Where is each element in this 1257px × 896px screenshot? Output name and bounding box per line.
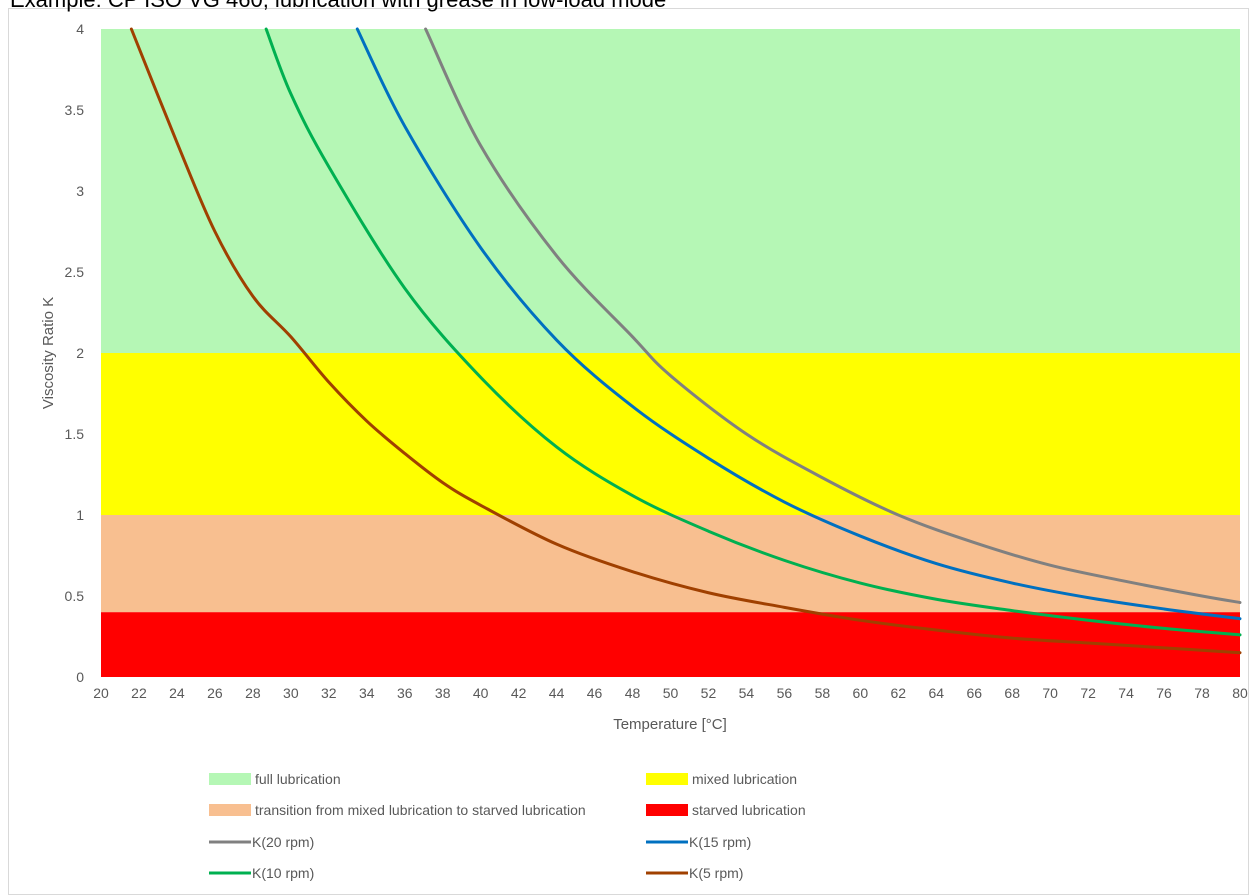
legend-swatch-mixed-lubrication [646, 773, 688, 785]
x-tick-label: 68 [1004, 685, 1020, 701]
band-transition-from-mixed-lubrication-to-starved-lubrication [101, 515, 1240, 613]
band-full-lubrication [101, 29, 1240, 353]
chart-frame [8, 8, 1249, 895]
x-tick-label: 50 [663, 685, 679, 701]
x-tick-label: 30 [283, 685, 299, 701]
y-tick-label: 1.5 [65, 426, 85, 442]
x-tick-label: 52 [701, 685, 717, 701]
x-tick-label: 60 [853, 685, 869, 701]
y-axis-title: Viscosity Ratio K [40, 297, 57, 409]
x-tick-label: 62 [891, 685, 907, 701]
x-tick-label: 46 [587, 685, 603, 701]
x-tick-label: 42 [511, 685, 527, 701]
x-tick-label: 56 [777, 685, 793, 701]
legend-label-k-5-rpm: K(5 rpm) [689, 865, 743, 881]
x-tick-label: 44 [549, 685, 565, 701]
series-line-k-15-rpm [355, 27, 1242, 621]
x-tick-label: 76 [1156, 685, 1172, 701]
series-lines [129, 27, 1242, 655]
x-tick-label: 40 [473, 685, 489, 701]
lubrication-bands [101, 29, 1240, 677]
y-tick-label: 2.5 [65, 264, 85, 280]
legend-label-full-lubrication: full lubrication [255, 771, 341, 787]
legend-label-transition-from-mixed-lubrication-to-starved-lubrication: transition from mixed lubrication to sta… [255, 802, 586, 818]
y-tick-label: 3.5 [65, 102, 85, 118]
x-tick-label: 80 [1232, 685, 1248, 701]
legend-swatch-full-lubrication [209, 773, 251, 785]
x-tick-label: 48 [625, 685, 641, 701]
x-axis-ticks: 20 22 24 26 28 30 32 34 36 38 40 42 44 46 48 50 52 54 56 58… [93, 685, 1248, 701]
legend-label-mixed-lubrication: mixed lubrication [692, 771, 797, 787]
x-tick-label: 72 [1080, 685, 1096, 701]
legend-swatch-transition-from-mixed-lubrication-to-starved-lubrication [209, 804, 251, 816]
x-tick-label: 24 [169, 685, 185, 701]
series-line-k-5-rpm [129, 27, 1242, 655]
x-tick-label: 38 [435, 685, 451, 701]
x-tick-label: 20 [93, 685, 109, 701]
series-line-k-10-rpm [264, 27, 1242, 637]
y-tick-label: 0 [76, 669, 84, 685]
x-tick-label: 36 [397, 685, 413, 701]
legend-label-k-15-rpm: K(15 rpm) [689, 834, 751, 850]
legend-swatch-starved-lubrication [646, 804, 688, 816]
x-tick-label: 58 [815, 685, 831, 701]
x-tick-label: 66 [966, 685, 982, 701]
y-tick-label: 1 [76, 507, 84, 523]
chart-title: Example: CP ISO VG 460, lubrication with… [10, 0, 666, 12]
x-axis-title: Temperature [°C] [613, 716, 727, 733]
y-tick-label: 2 [76, 345, 84, 361]
x-tick-label: 32 [321, 685, 337, 701]
x-tick-label: 78 [1194, 685, 1210, 701]
x-tick-label: 34 [359, 685, 375, 701]
y-axis-ticks: 0 0.5 1 1.5 2 2.5 3 3.5 4 [65, 21, 85, 685]
legend: full lubrication mixed lubrication transit… [209, 771, 806, 881]
x-tick-label: 64 [928, 685, 944, 701]
x-tick-label: 26 [207, 685, 223, 701]
legend-label-k-10-rpm: K(10 rpm) [252, 865, 314, 881]
series-line-k-20-rpm [424, 27, 1242, 604]
x-tick-label: 54 [739, 685, 755, 701]
legend-label-starved-lubrication: starved lubrication [692, 802, 806, 818]
y-tick-label: 0.5 [65, 588, 85, 604]
x-tick-label: 28 [245, 685, 261, 701]
y-tick-label: 3 [76, 183, 84, 199]
x-tick-label: 74 [1118, 685, 1134, 701]
x-tick-label: 70 [1042, 685, 1058, 701]
band-starved-lubrication [101, 612, 1240, 677]
legend-label-k-20-rpm: K(20 rpm) [252, 834, 314, 850]
x-tick-label: 22 [131, 685, 147, 701]
y-tick-label: 4 [76, 21, 84, 37]
